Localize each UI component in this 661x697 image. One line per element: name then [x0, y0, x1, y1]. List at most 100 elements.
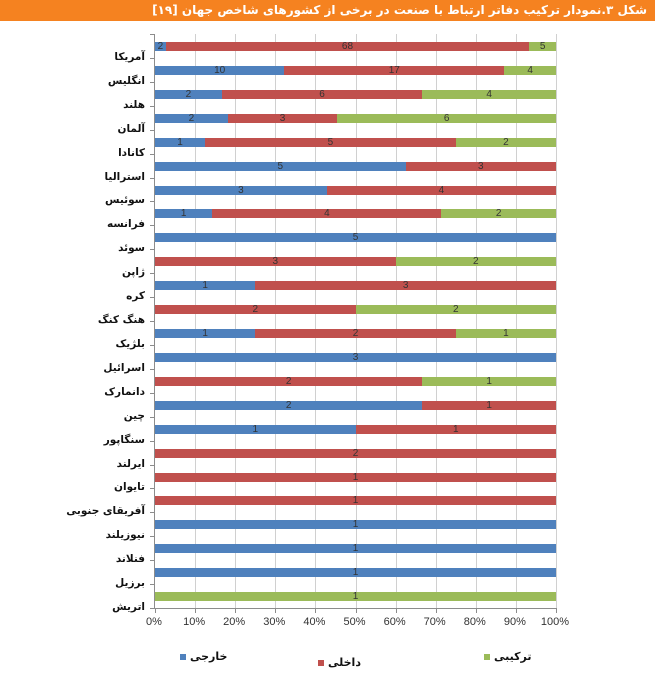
x-tick-label: 40% — [303, 616, 326, 628]
category-label: چین — [123, 409, 145, 422]
bar-row: 1 — [155, 519, 556, 531]
y-tick — [150, 488, 155, 490]
bar-row: 5 — [155, 232, 556, 243]
data-label: 1 — [352, 591, 359, 603]
bar-segment: 6 — [337, 112, 556, 124]
y-tick — [150, 34, 155, 35]
bar-segment: 2 — [155, 375, 423, 387]
bar-row: 1 — [155, 591, 556, 603]
bar-segment: 2 — [155, 400, 423, 411]
category-label: آفریقای جنوبی — [66, 505, 145, 518]
gridline — [275, 34, 277, 608]
data-label: 1 — [486, 375, 492, 387]
y-tick — [150, 368, 155, 370]
bar-segment: 3 — [155, 256, 396, 268]
bar-row: 2 — [155, 448, 556, 459]
data-label: 2 — [285, 375, 292, 387]
gridline — [475, 34, 477, 608]
x-tick — [195, 608, 197, 613]
category-label: سوئیس — [105, 194, 145, 207]
data-label: 4 — [527, 64, 533, 76]
data-label: 6 — [319, 88, 325, 100]
y-tick — [150, 416, 155, 418]
data-label: 1 — [177, 136, 183, 148]
data-label: 2 — [473, 256, 479, 268]
bar-row: 2 3 6 — [155, 112, 556, 124]
figure-title-banner: شکل ۳.نمودار ترکیب دفاتر ارتباط با صنعت … — [0, 0, 655, 21]
data-label: 2 — [352, 328, 359, 339]
category-label: انگلیس — [107, 74, 145, 87]
data-label: 2 — [503, 136, 509, 148]
bar-segment: 3 — [227, 113, 338, 124]
gridline — [395, 34, 397, 608]
category-label: تایوان — [114, 481, 145, 494]
x-tick — [475, 608, 477, 613]
data-label: 1 — [352, 519, 359, 531]
gridline — [315, 34, 317, 608]
bar-segment: 4 — [504, 64, 556, 76]
bar-row: 3 — [155, 352, 556, 363]
bar-segment: 5 — [155, 232, 556, 243]
bar-segment: 4 — [422, 89, 556, 100]
bar-segment: 1 — [155, 543, 556, 555]
data-label: 1 — [503, 328, 509, 339]
category-label: هلند — [123, 98, 145, 111]
data-label: 5 — [327, 136, 334, 148]
category-label: کانادا — [118, 146, 145, 159]
data-label: 1 — [452, 423, 459, 435]
data-label: 2 — [157, 41, 164, 52]
data-label: 1 — [352, 567, 359, 579]
x-tick — [435, 608, 437, 613]
data-label: 1 — [180, 208, 187, 220]
x-tick — [235, 608, 237, 613]
category-label: هنگ کنگ — [97, 314, 145, 326]
bar-segment: 2 — [255, 328, 456, 339]
bar-segment: 3 — [255, 280, 556, 291]
data-label: 6 — [443, 112, 450, 124]
x-tick-label: 80% — [463, 616, 486, 628]
bar-segment: 10 — [155, 65, 285, 76]
data-label: 2 — [188, 112, 195, 124]
y-tick — [150, 608, 155, 609]
x-tick-label: 90% — [503, 616, 526, 628]
data-label: 5 — [277, 160, 284, 172]
data-label: 1 — [352, 471, 359, 483]
category-label: آمریکا — [114, 50, 145, 63]
data-label: 3 — [272, 256, 279, 268]
y-tick — [150, 105, 155, 107]
bar-segment: 1 — [155, 471, 556, 483]
bar-segment: 2 — [155, 88, 222, 100]
bar-row: 1 — [155, 495, 556, 507]
y-tick — [150, 153, 155, 155]
data-label: 1 — [352, 543, 359, 555]
x-tick-label: 30% — [263, 616, 286, 628]
bar-row: 1 2 1 — [155, 328, 556, 339]
legend-swatch-domestic-icon — [318, 659, 324, 666]
category-label: سوئد — [118, 242, 145, 255]
y-tick — [150, 464, 155, 466]
bar-row: 10 17 4 — [155, 64, 556, 76]
category-label: ایرلند — [116, 457, 145, 470]
data-label: 1 — [352, 495, 359, 507]
data-label: 2 — [185, 88, 192, 100]
y-tick — [150, 321, 155, 322]
gridline — [235, 34, 237, 608]
bar-segment: 1 — [155, 495, 556, 507]
category-label: فرانسه — [106, 218, 145, 231]
figure-title: شکل ۳.نمودار ترکیب دفاتر ارتباط با صنعت … — [152, 3, 647, 17]
y-tick — [150, 344, 155, 346]
bar-segment: 1 — [422, 375, 556, 387]
legend-swatch-combined-icon — [484, 653, 490, 660]
bar-segment: 2 — [355, 304, 556, 315]
y-tick — [150, 273, 155, 275]
x-tick-label: 70% — [423, 616, 446, 628]
y-tick — [150, 177, 155, 179]
bar-segment: 2 — [155, 41, 166, 52]
x-tick — [315, 608, 317, 613]
y-tick — [150, 81, 155, 83]
bar-row: 1 — [155, 471, 556, 483]
